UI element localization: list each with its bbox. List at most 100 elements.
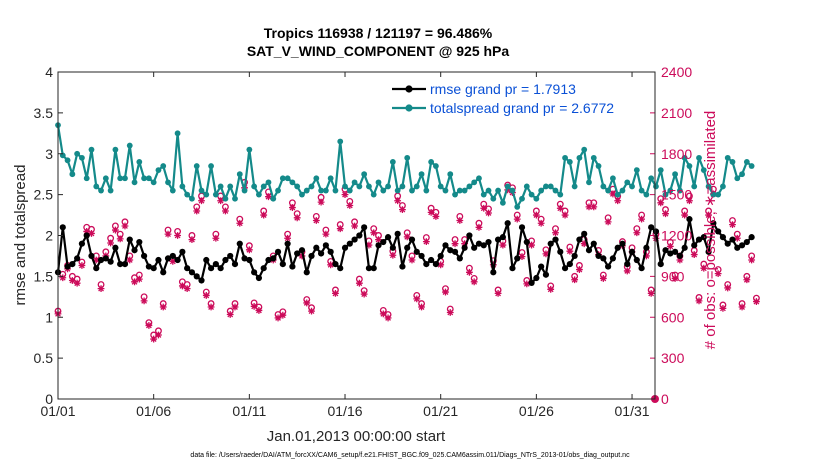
rmse-point [179,248,186,255]
totalspread-point [705,183,712,190]
totalspread-point [667,187,674,194]
rmse-point [241,255,248,262]
obs-assimilated-point [355,279,363,287]
totalspread-point [284,175,291,182]
rmse-point [155,256,162,264]
obs-assimilated-point [403,233,411,241]
totalspread-point [279,175,286,182]
x-tick-label: 01/21 [423,403,458,419]
rmse-point [184,265,191,272]
obs-assimilated-point [753,298,760,305]
rmse-point [322,242,329,249]
rmse-point [614,244,621,251]
totalspread-point [270,195,277,202]
y-tick-label-left: 1.5 [34,268,54,284]
rmse-point [217,265,224,272]
totalspread-point [528,191,535,198]
rmse-point [695,236,703,243]
obs-assimilated-point [418,303,425,311]
totalspread-point [375,179,382,186]
rmse-point [590,240,597,247]
totalspread-point [428,159,435,165]
obs-assimilated-point [193,207,201,215]
rmse-point [643,244,650,251]
rmse-point [428,256,435,264]
series-layer [54,122,760,403]
rmse-point [729,236,736,243]
rmse-point [365,265,373,272]
totalspread-point [294,183,301,190]
rmse-point [399,263,406,270]
obs-assimilated-point [662,210,669,218]
legend-totalspread-label: totalspread grand pr = 2.6772 [430,100,614,116]
obs-assimilated-point [73,279,81,287]
rmse-point [198,277,205,284]
totalspread-point [356,183,363,190]
totalspread-point [227,183,234,190]
rmse-point [145,263,152,270]
rmse-point [456,255,463,262]
rmse-point [74,255,81,262]
rmse-point [318,250,325,257]
obs-assimilated-point [614,197,622,205]
obs-assimilated-point [633,229,641,237]
rmse-point [294,250,301,257]
x-tick-label: 01/01 [40,403,75,419]
rmse-point [638,265,645,272]
rmse-point [88,252,95,260]
y-tick-label-left: 3 [45,146,53,162]
totalspread-point [433,163,439,169]
rmse-point [514,255,521,262]
totalspread-point [399,183,406,190]
y-tick-label-right: 2400 [661,64,692,80]
totalspread-point [112,146,119,153]
obs-assimilated-point [647,290,655,297]
totalspread-point [456,187,463,194]
rmse-point [112,244,119,251]
obs-assimilated-point [317,198,325,206]
totalspread-point [217,183,224,190]
y-tick-label-left: 4 [45,64,53,80]
obs-assimilated-point [590,203,598,211]
rmse-point [710,220,717,227]
rmse-point [686,216,693,223]
rmse-point [64,263,71,270]
totalspread-point [461,187,468,194]
rmse-point [346,240,353,247]
rmse-point [471,244,478,251]
obs-assimilated-point [140,297,148,305]
totalspread-point [83,175,90,182]
obs-assimilated-point [365,241,373,249]
obs-assimilated-point [222,207,229,215]
totalspread-point [265,179,272,186]
obs-assimilated-point [265,193,272,201]
totalspread-point [303,187,310,194]
totalspread-point [102,175,109,182]
obs-assimilated-point [375,236,382,243]
obs-assimilated-point [360,290,368,298]
rmse-point [107,258,114,265]
totalspread-point [739,171,745,178]
totalspread-point [629,183,635,190]
rmse-point [284,240,291,247]
y-tick-label-left: 0 [45,391,53,407]
totalspread-point [198,187,205,194]
totalspread-point [394,187,401,194]
totalspread-point [385,183,391,190]
totalspread-point [93,183,100,190]
totalspread-point [361,171,368,178]
totalspread-point [672,171,678,178]
obs-assimilated-point [389,251,397,259]
rmse-point [724,240,731,247]
totalspread-point [131,179,138,186]
obs-assimilated-point [566,247,574,255]
totalspread-point [720,183,726,190]
obs-assimilated-point [552,229,559,237]
rmse-point [222,256,229,264]
rmse-point [164,255,172,262]
obs-assimilated-point [284,234,292,242]
totalspread-point [117,175,124,182]
obs-assimilated-point [384,314,392,322]
rmse-point [585,247,593,254]
totalspread-point [203,191,210,198]
